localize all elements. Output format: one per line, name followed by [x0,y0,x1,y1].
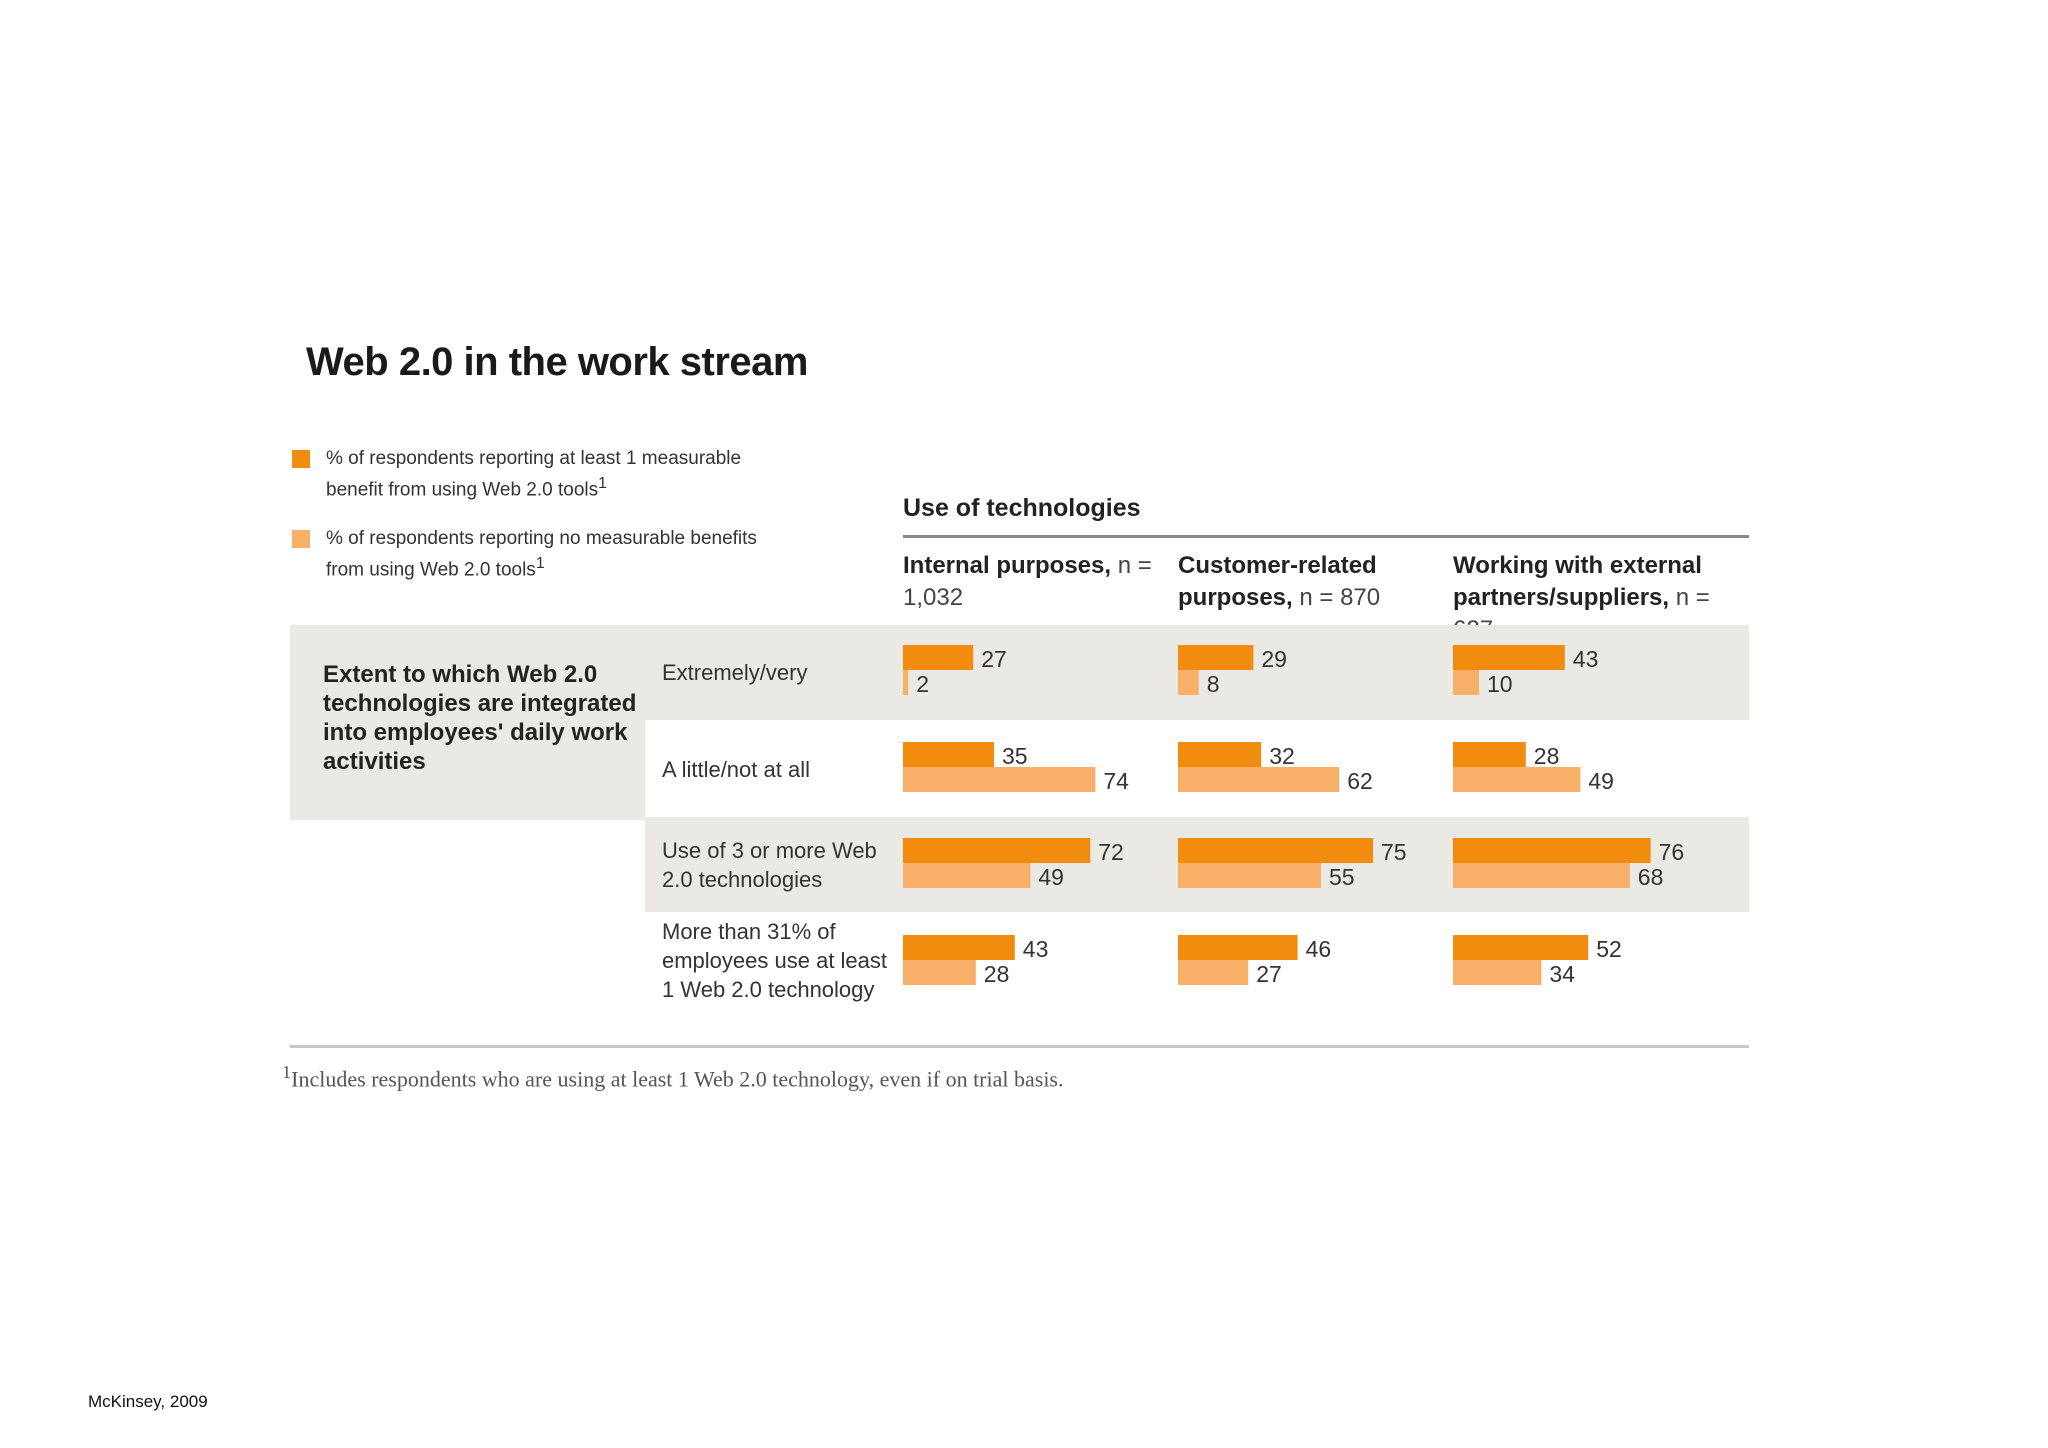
row-band-extremely [290,625,1749,720]
bar-no-measurable-r1-internal [903,767,1096,792]
bar-no-measurable-r2-external [1453,863,1630,888]
value-label-measurable-r3-external: 52 [1596,936,1622,962]
legend-swatch-no-measurable [292,530,310,548]
bar-measurable-r1-customer [1178,742,1262,767]
value-label-no-measurable-r0-internal: 2 [916,671,929,697]
row-label-extremely: Extremely/very [662,660,808,685]
value-label-measurable-r1-external: 28 [1534,743,1560,769]
bar-measurable-r1-internal [903,742,994,767]
value-label-measurable-r1-customer: 32 [1269,743,1295,769]
value-label-no-measurable-r2-external: 68 [1638,864,1664,890]
bar-no-measurable-r3-internal [903,960,976,985]
bar-measurable-r2-external [1453,838,1651,863]
row-label-three-or-more: Use of 3 or more Web 2.0 technologies [662,838,877,892]
chart-title: Web 2.0 in the work stream [306,340,808,384]
bar-no-measurable-r0-internal [903,670,909,695]
value-label-no-measurable-r2-internal: 49 [1038,864,1064,890]
legend-label-no-measurable: % of respondents reporting no measurable… [326,528,757,581]
value-label-measurable-r0-internal: 27 [981,646,1007,672]
bar-measurable-r3-customer [1178,935,1298,960]
value-label-measurable-r2-customer: 75 [1381,839,1407,865]
footnote: 1Includes respondents who are using at l… [282,1062,1064,1092]
value-label-measurable-r3-customer: 46 [1306,936,1332,962]
value-label-measurable-r2-internal: 72 [1098,839,1124,865]
bar-no-measurable-r0-external [1453,670,1479,695]
bar-measurable-r0-customer [1178,645,1254,670]
value-label-no-measurable-r1-customer: 62 [1347,768,1373,794]
value-label-no-measurable-r0-customer: 8 [1207,671,1220,697]
bar-no-measurable-r2-internal [903,863,1031,888]
bar-measurable-r2-customer [1178,838,1373,863]
bar-no-measurable-r3-customer [1178,960,1249,985]
value-label-no-measurable-r2-customer: 55 [1329,864,1355,890]
bar-measurable-r0-internal [903,645,974,670]
bar-no-measurable-r2-customer [1178,863,1321,888]
value-label-measurable-r0-external: 43 [1573,646,1599,672]
value-label-no-measurable-r1-external: 49 [1588,768,1614,794]
bar-measurable-r0-external [1453,645,1565,670]
legend-swatch-measurable [292,450,310,468]
group-title-rule [903,535,1749,538]
value-label-no-measurable-r1-internal: 74 [1103,768,1129,794]
footnote-rule [290,1045,1749,1048]
value-label-no-measurable-r3-internal: 28 [984,961,1010,987]
column-header-customer: Customer-related purposes, n = 870 [1178,552,1381,611]
row-group-band [290,720,645,820]
bar-no-measurable-r0-customer [1178,670,1199,695]
bar-measurable-r2-internal [903,838,1091,863]
source-credit: McKinsey, 2009 [88,1392,208,1411]
bar-measurable-r3-external [1453,935,1589,960]
bar-no-measurable-r1-customer [1178,767,1340,792]
bar-measurable-r3-internal [903,935,1015,960]
bar-no-measurable-r3-external [1453,960,1542,985]
row-label-little: A little/not at all [662,757,810,782]
value-label-measurable-r2-external: 76 [1659,839,1685,865]
row-group-label: Extent to which Web 2.0 technologies are… [323,661,637,775]
value-label-no-measurable-r3-customer: 27 [1256,961,1282,987]
bar-measurable-r1-external [1453,742,1526,767]
column-header-internal: Internal purposes, n = 1,032 [903,552,1152,611]
value-label-measurable-r0-customer: 29 [1261,646,1287,672]
legend-label-measurable: % of respondents reporting at least 1 me… [326,448,742,501]
value-label-no-measurable-r0-external: 10 [1487,671,1513,697]
value-label-no-measurable-r3-external: 34 [1549,961,1575,987]
bar-no-measurable-r1-external [1453,767,1581,792]
value-label-measurable-r3-internal: 43 [1023,936,1049,962]
group-title: Use of technologies [903,494,1141,522]
value-label-measurable-r1-internal: 35 [1002,743,1028,769]
row-label-more-than-31: More than 31% of employees use at least … [662,919,888,1002]
